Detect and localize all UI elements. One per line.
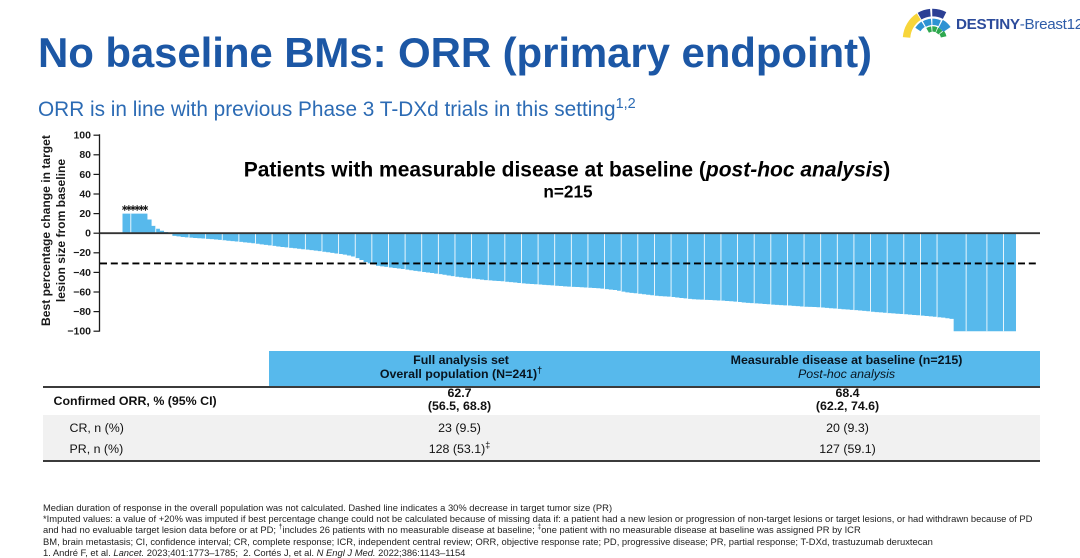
svg-text:−100: −100 — [67, 326, 91, 338]
svg-text:100: 100 — [73, 130, 91, 142]
svg-text:Patients with measurable disea: Patients with measurable disease at base… — [244, 159, 891, 182]
svg-text:lesion size from baseline: lesion size from baseline — [54, 159, 68, 302]
svg-text:−60: −60 — [73, 286, 91, 298]
svg-text:20: 20 — [79, 208, 91, 220]
svg-text:−80: −80 — [73, 306, 91, 318]
svg-text:Best percentage change in targ: Best percentage change in target — [39, 135, 53, 326]
svg-text:n=215: n=215 — [543, 182, 593, 202]
svg-text:−40: −40 — [73, 267, 91, 279]
svg-text:−20: −20 — [73, 247, 91, 259]
svg-text:60: 60 — [79, 169, 91, 181]
svg-text:40: 40 — [79, 188, 91, 200]
svg-text:80: 80 — [79, 149, 91, 161]
svg-text:0: 0 — [85, 228, 91, 240]
